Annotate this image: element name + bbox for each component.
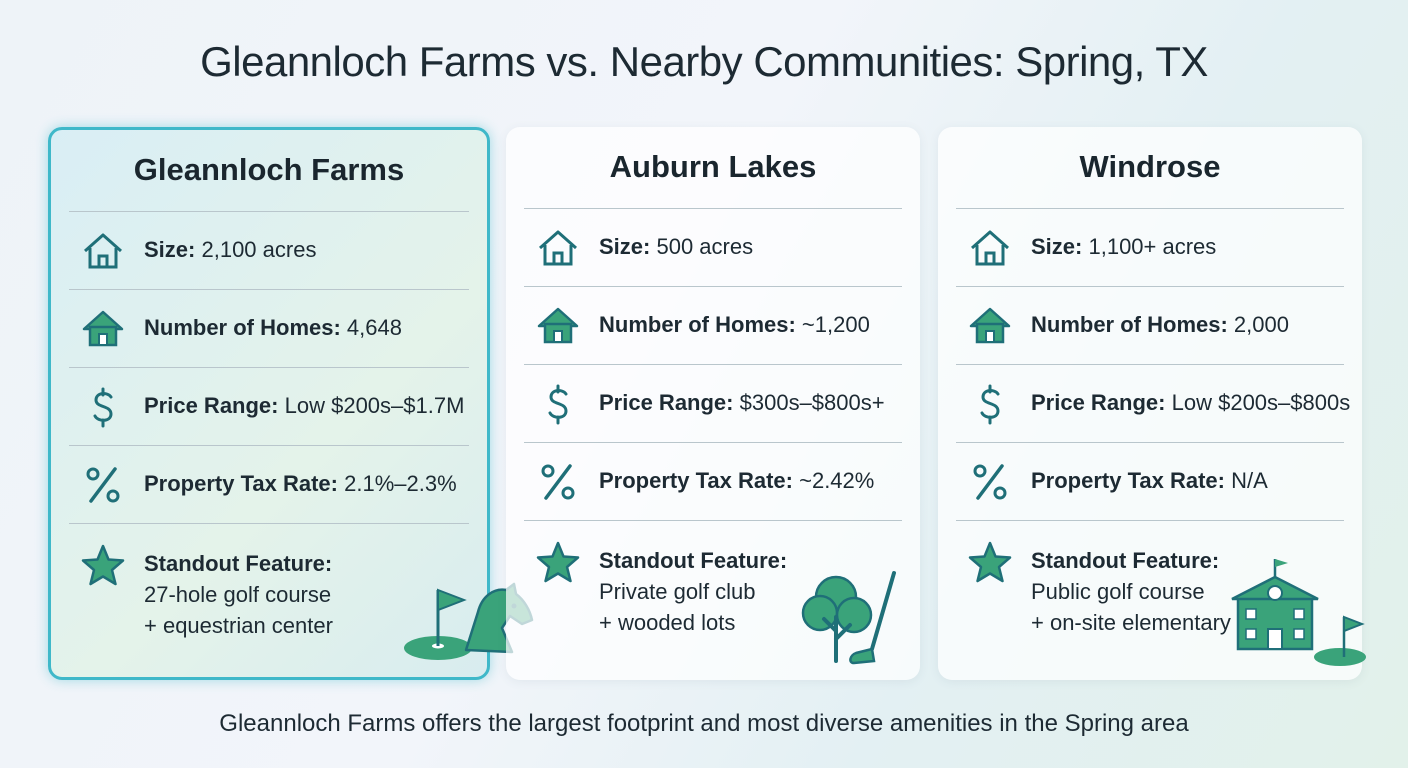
divider: [69, 445, 469, 446]
divider: [524, 520, 902, 521]
feature-line: Private golf club: [599, 579, 756, 604]
divider: [524, 364, 902, 365]
divider: [956, 364, 1344, 365]
divider: [956, 520, 1344, 521]
stat-row: Number of Homes: 4,648: [144, 315, 402, 341]
row-icon: [541, 464, 575, 500]
stat-row: Price Range: $300s–$800s+: [599, 390, 885, 416]
stat-label: Price Range:: [1031, 390, 1166, 415]
community-card: Auburn Lakes Size: 500 acres Number of Hom…: [506, 127, 920, 680]
divider: [69, 367, 469, 368]
stat-row: Size: 1,100+ acres: [1031, 234, 1216, 260]
stat-row: Property Tax Rate: 2.1%–2.3%: [144, 471, 457, 497]
feature-illustration: [801, 571, 896, 665]
community-card: Gleannloch Farms Size: 2,100 acres Number …: [48, 127, 534, 680]
divider: [956, 442, 1344, 443]
feature-label: Standout Feature:: [1031, 548, 1220, 573]
feature-line: + wooded lots: [599, 610, 736, 635]
row-icon: [82, 310, 124, 347]
feature-line: Public golf course: [1031, 579, 1205, 604]
card-title: Gleannloch Farms: [133, 152, 405, 187]
stat-label: Property Tax Rate:: [144, 471, 338, 496]
stat-value: 2.1%–2.3%: [344, 471, 457, 496]
footer-note: Gleannloch Farms offers the largest foot…: [219, 710, 1189, 737]
divider: [69, 289, 469, 290]
feature-line: 27-hole golf course: [144, 582, 332, 607]
stat-row: Number of Homes: 2,000: [1031, 312, 1289, 338]
stat-value: N/A: [1231, 468, 1268, 493]
row-icon: [84, 233, 122, 269]
feature-line: + on-site elementary: [1031, 610, 1231, 635]
stat-label: Property Tax Rate:: [1031, 468, 1225, 493]
stat-label: Price Range:: [599, 390, 734, 415]
divider: [956, 208, 1344, 209]
stat-row: Number of Homes: ~1,200: [599, 312, 870, 338]
stat-value: 1,100+ acres: [1088, 234, 1217, 259]
feature-icon: [536, 541, 580, 583]
feature: Standout Feature: Public golf course + on-…: [1031, 545, 1231, 638]
divider: [956, 286, 1344, 287]
stat-label: Number of Homes:: [144, 315, 341, 340]
feature-illustration: [1231, 559, 1366, 666]
divider: [524, 286, 902, 287]
stat-label: Property Tax Rate:: [599, 468, 793, 493]
row-icon: [537, 307, 579, 344]
stat-label: Size:: [144, 237, 196, 262]
page-title: Gleannloch Farms vs. Nearby Communities:…: [200, 38, 1208, 85]
row-icon: [980, 384, 1000, 425]
card-title: Windrose: [1079, 149, 1221, 184]
row-icon: [548, 384, 568, 425]
divider: [69, 523, 469, 524]
stat-label: Number of Homes:: [1031, 312, 1228, 337]
feature-icon: [968, 541, 1012, 583]
row-icon: [93, 387, 113, 428]
community-card: Windrose Size: 1,100+ acres Number of Home…: [938, 127, 1366, 680]
card-title: Auburn Lakes: [609, 149, 817, 184]
feature: Standout Feature: Private golf club + wood…: [599, 545, 787, 638]
row-icon: [86, 467, 120, 503]
stat-label: Price Range:: [144, 393, 279, 418]
divider: [524, 208, 902, 209]
stat-value: 500 acres: [656, 234, 754, 259]
feature: Standout Feature: 27-hole golf course + eq…: [144, 548, 333, 641]
row-icon: [539, 230, 577, 266]
divider: [524, 442, 902, 443]
stat-row: Price Range: Low $200s–$800s: [1031, 390, 1350, 416]
stat-value: 2,100 acres: [201, 237, 317, 262]
stat-row: Size: 2,100 acres: [144, 237, 316, 263]
divider: [69, 211, 469, 212]
stat-value: Low $200s–$800s: [1171, 390, 1351, 415]
stat-row: Property Tax Rate: N/A: [1031, 468, 1268, 494]
feature-icon: [81, 544, 125, 586]
stat-value: 4,648: [346, 315, 402, 340]
stat-row: Property Tax Rate: ~2.42%: [599, 468, 874, 494]
stat-value: 2,000: [1233, 312, 1289, 337]
stat-value: ~1,200: [801, 312, 870, 337]
stat-row: Size: 500 acres: [599, 234, 753, 260]
feature-label: Standout Feature:: [144, 551, 333, 576]
stat-label: Size:: [1031, 234, 1083, 259]
row-icon: [973, 464, 1007, 500]
row-icon: [969, 307, 1011, 344]
feature-line: + equestrian center: [144, 613, 333, 638]
stat-value: Low $200s–$1.7M: [284, 393, 465, 418]
row-icon: [971, 230, 1009, 266]
stat-label: Number of Homes:: [599, 312, 796, 337]
feature-label: Standout Feature:: [599, 548, 788, 573]
stat-value: ~2.42%: [799, 468, 875, 493]
stat-value: $300s–$800s+: [739, 390, 885, 415]
stat-row: Price Range: Low $200s–$1.7M: [144, 393, 464, 419]
stat-label: Size:: [599, 234, 651, 259]
